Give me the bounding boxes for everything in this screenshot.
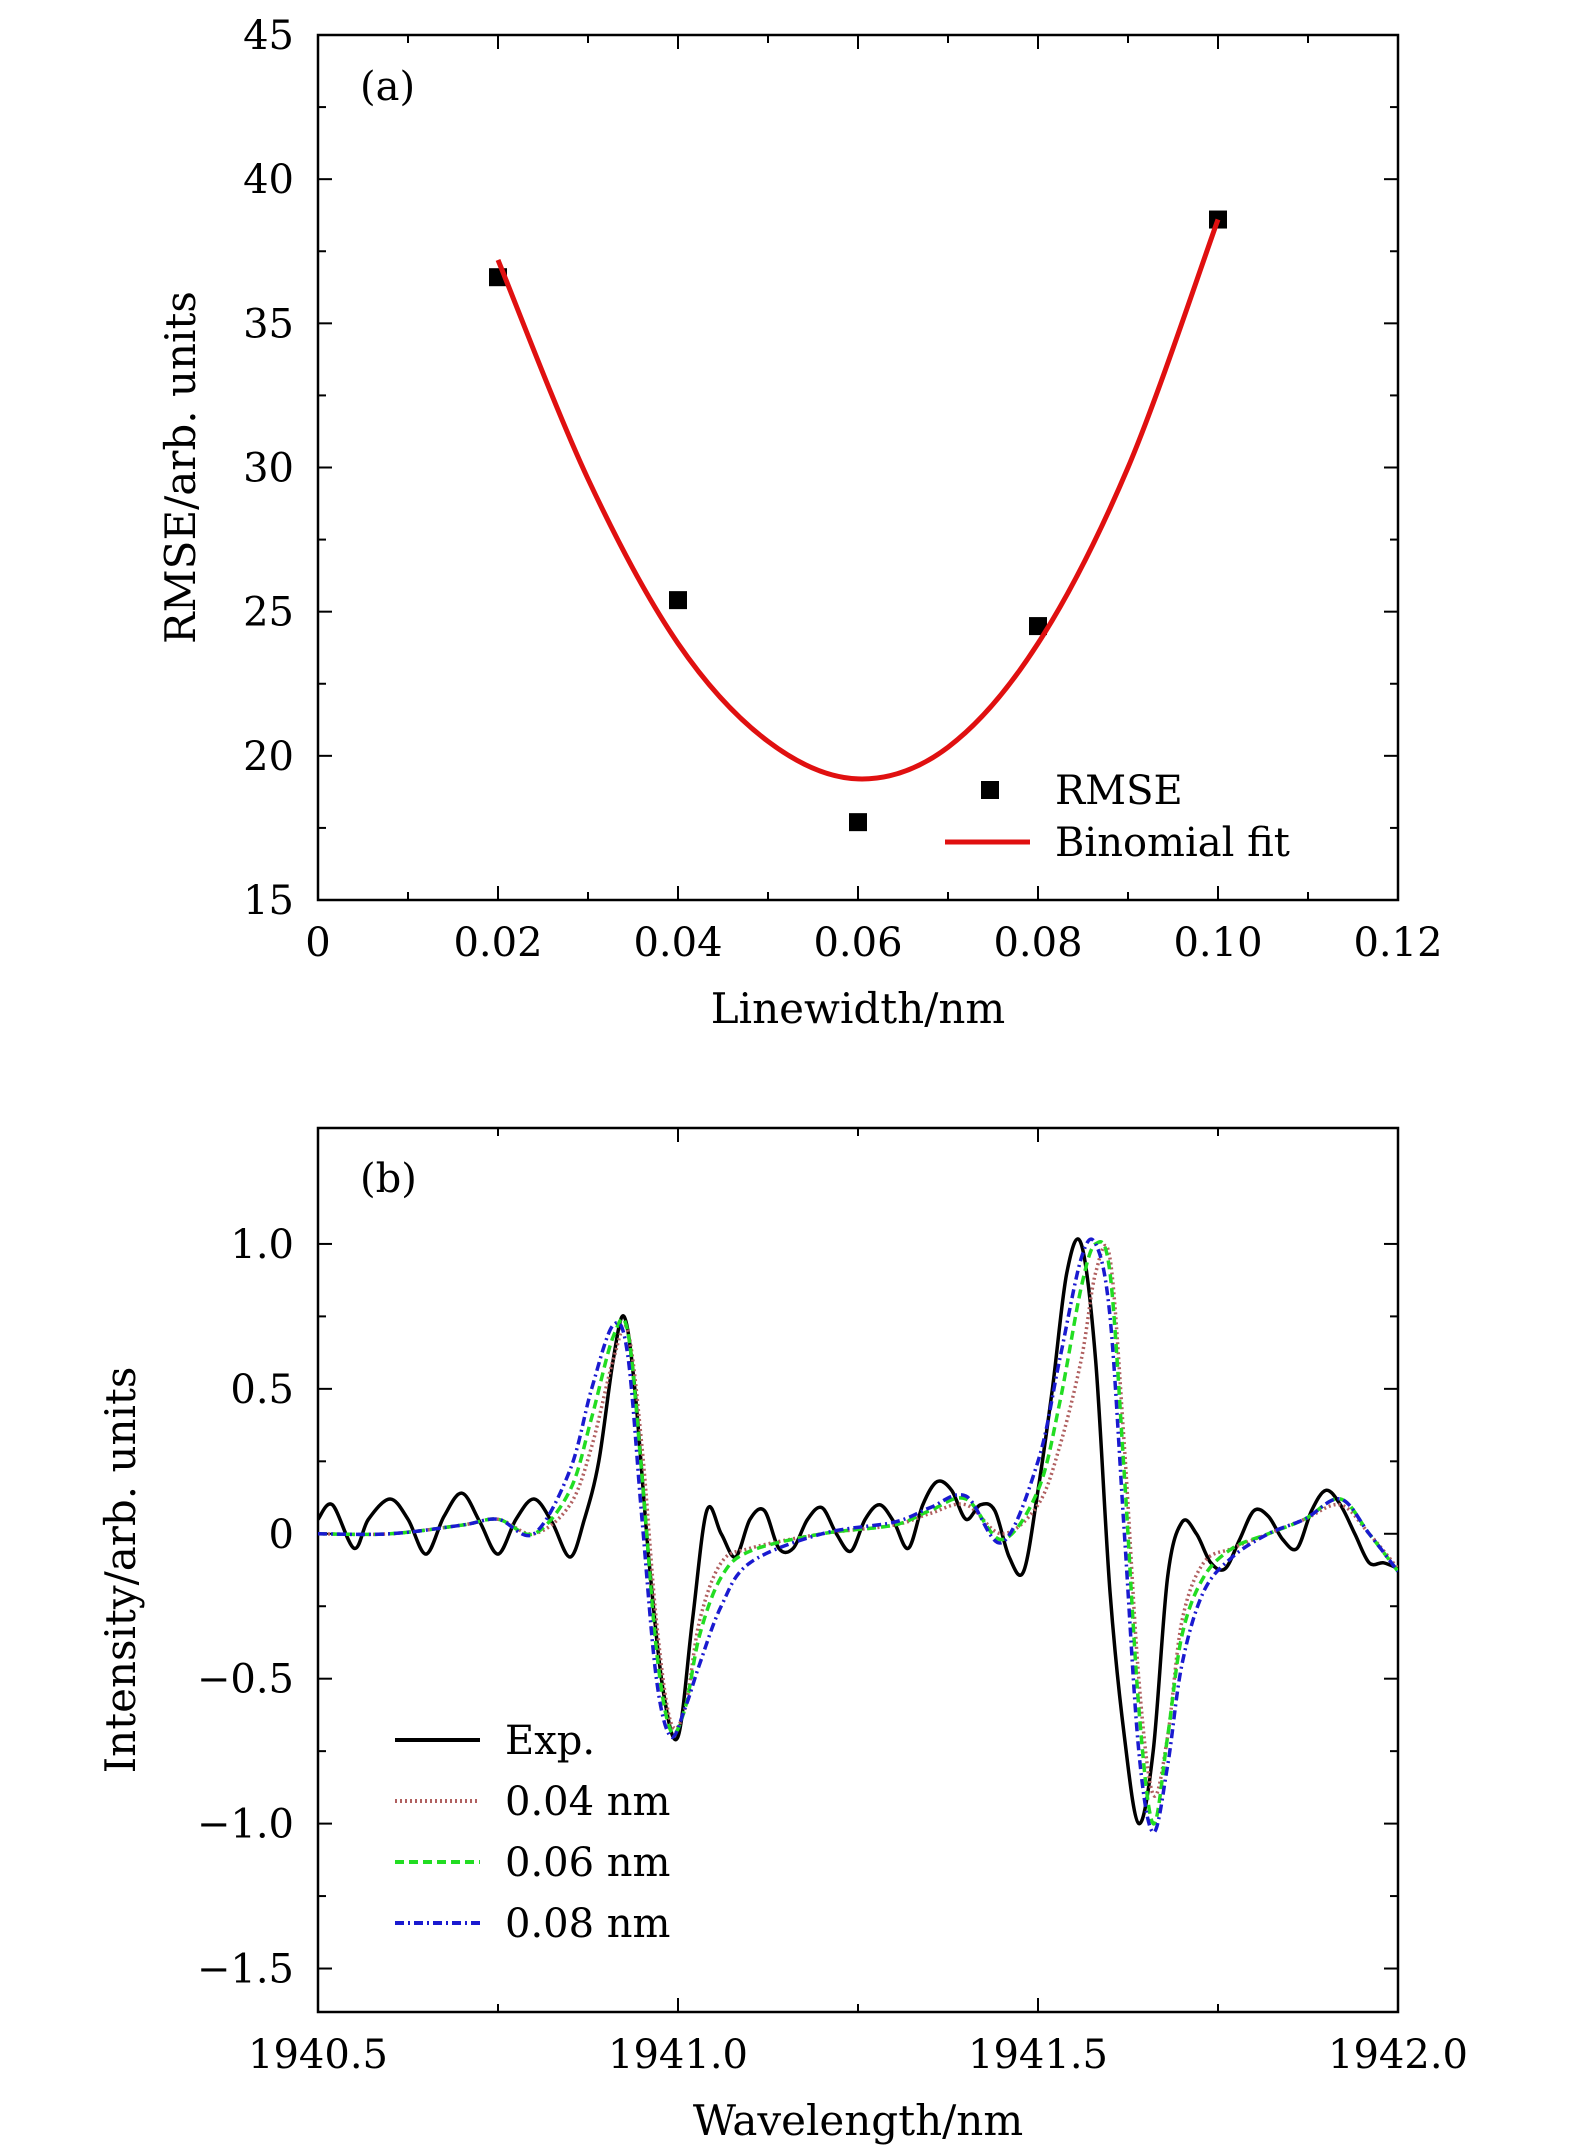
- x-tick-label: 0: [305, 920, 330, 966]
- legend-label: Binomial fit: [1055, 820, 1290, 866]
- data-point: [849, 813, 867, 832]
- panel-label: (b): [360, 1156, 417, 1202]
- legend-label: RMSE: [1055, 768, 1183, 814]
- y-axis-label: Intensity/arb. units: [96, 1367, 145, 1774]
- data-point: [669, 591, 687, 610]
- data-point: [1029, 617, 1047, 636]
- chart-panel-b: 1940.5 1941.0 1941.5 1942.0 −1.5 −1.0 −0.5 0 0.5…: [96, 1126, 1468, 2145]
- x-tick-label: 0.10: [1173, 920, 1262, 966]
- legend-label: 0.08 nm: [505, 1901, 670, 1947]
- x-tick-label: 0.04: [633, 920, 722, 966]
- legend: Exp. 0.04 nm 0.06 nm 0.08 nm: [395, 1718, 670, 1947]
- series-line-3: [318, 1237, 1398, 1835]
- y-tick-label: 20: [243, 734, 294, 780]
- x-tick-label: 1942.0: [1328, 2032, 1468, 2078]
- x-tick-label: 0.08: [993, 920, 1082, 966]
- y-tick-label: 0.5: [230, 1367, 294, 1413]
- legend-label: 0.04 nm: [505, 1779, 670, 1825]
- legend: RMSE Binomial fit: [945, 768, 1290, 866]
- y-tick-label: 15: [243, 878, 294, 924]
- x-tick-label: 0.02: [453, 920, 542, 966]
- legend-marker: [981, 781, 999, 799]
- x-tick-label: 0.06: [813, 920, 902, 966]
- x-axis-label: Linewidth/nm: [711, 984, 1005, 1033]
- y-tick-label: 0: [269, 1512, 294, 1558]
- x-tick-label: 1940.5: [248, 2032, 388, 2078]
- plot-area: [318, 1237, 1398, 1835]
- x-axis-label: Wavelength/nm: [693, 2096, 1023, 2145]
- x-tick-label: 0.12: [1353, 920, 1442, 966]
- legend-label: Exp.: [505, 1718, 595, 1764]
- chart-panel-a: 0 0.02 0.04 0.06 0.08 0.10 0.12 15 20 25 30 35 40 45 L…: [156, 13, 1443, 1033]
- y-tick-label: −1.5: [197, 1947, 294, 1993]
- plot-area: [489, 210, 1227, 832]
- legend-label: 0.06 nm: [505, 1840, 670, 1886]
- panel-label: (a): [360, 64, 415, 110]
- series-line-0: [318, 1237, 1398, 1826]
- y-tick-label: 40: [243, 157, 294, 203]
- y-tick-label: 30: [243, 446, 294, 492]
- y-tick-label: 35: [243, 301, 294, 347]
- x-tick-label: 1941.0: [608, 2032, 748, 2078]
- x-tick-label: 1941.5: [968, 2032, 1108, 2078]
- y-tick-label: −0.5: [197, 1657, 294, 1703]
- y-tick-label: 1.0: [230, 1222, 294, 1268]
- y-tick-label: −1.0: [197, 1802, 294, 1848]
- series-line-1: [495, 218, 1221, 782]
- series-line-2: [318, 1240, 1398, 1826]
- y-tick-label: 45: [243, 13, 294, 59]
- y-tick-label: 25: [243, 590, 294, 636]
- y-axis-label: RMSE/arb. units: [156, 291, 205, 644]
